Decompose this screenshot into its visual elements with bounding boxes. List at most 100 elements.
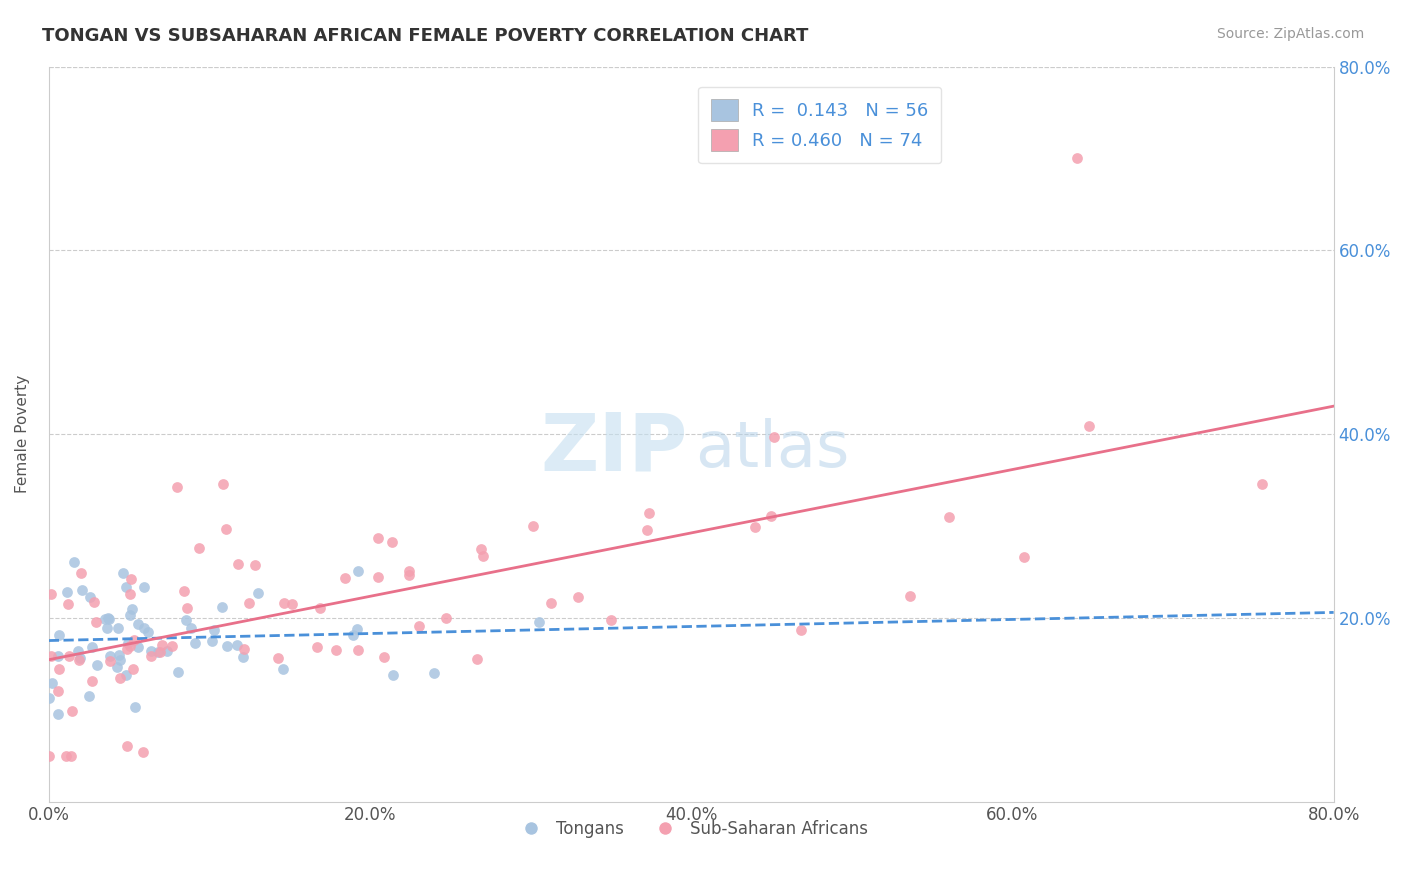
- Point: [201, 634, 224, 648]
- Point: [527, 615, 550, 629]
- Point: [212, 477, 235, 491]
- Point: [150, 638, 173, 652]
- Point: [540, 595, 562, 609]
- Point: [1077, 419, 1099, 434]
- Text: TONGAN VS SUBSAHARAN AFRICAN FEMALE POVERTY CORRELATION CHART: TONGAN VS SUBSAHARAN AFRICAN FEMALE POVE…: [42, 27, 808, 45]
- Point: [82, 640, 104, 655]
- Point: [342, 628, 364, 642]
- Point: [166, 480, 188, 494]
- Point: [115, 667, 138, 681]
- Point: [58, 649, 80, 664]
- Point: [48, 649, 70, 664]
- Point: [80, 674, 103, 689]
- Point: [472, 549, 495, 563]
- Point: [69, 651, 91, 665]
- Point: [132, 580, 155, 594]
- Point: [176, 613, 198, 627]
- Point: [115, 641, 138, 656]
- Point: [121, 602, 143, 616]
- Point: [636, 523, 658, 537]
- Point: [67, 644, 90, 658]
- Point: [118, 608, 141, 623]
- Point: [111, 566, 134, 580]
- Point: [56, 585, 79, 599]
- Point: [117, 635, 139, 649]
- Point: [108, 672, 131, 686]
- Point: [325, 642, 347, 657]
- Point: [423, 665, 446, 680]
- Point: [105, 660, 128, 674]
- Point: [346, 564, 368, 578]
- Point: [180, 620, 202, 634]
- Point: [86, 657, 108, 672]
- Point: [115, 739, 138, 753]
- Point: [108, 648, 131, 662]
- Point: [97, 611, 120, 625]
- Point: [83, 594, 105, 608]
- Point: [759, 508, 782, 523]
- Point: [60, 704, 83, 718]
- Point: [124, 632, 146, 647]
- Point: [160, 640, 183, 654]
- Point: [77, 689, 100, 703]
- Point: [217, 639, 239, 653]
- Point: [898, 589, 921, 603]
- Point: [167, 665, 190, 679]
- Point: [346, 622, 368, 636]
- Point: [67, 653, 90, 667]
- Point: [48, 628, 70, 642]
- Point: [120, 639, 142, 653]
- Point: [59, 748, 82, 763]
- Point: [744, 520, 766, 534]
- Point: [1066, 152, 1088, 166]
- Point: [156, 644, 179, 658]
- Point: [938, 510, 960, 524]
- Point: [305, 640, 328, 655]
- Point: [335, 571, 357, 585]
- Point: [202, 623, 225, 637]
- Point: [243, 558, 266, 572]
- Point: [38, 690, 60, 705]
- Point: [120, 573, 142, 587]
- Point: [1012, 549, 1035, 564]
- Point: [46, 707, 69, 722]
- Y-axis label: Female Poverty: Female Poverty: [15, 375, 30, 493]
- Point: [146, 645, 169, 659]
- Text: atlas: atlas: [695, 417, 849, 480]
- Point: [98, 649, 121, 664]
- Text: ZIP: ZIP: [540, 409, 688, 488]
- Point: [176, 601, 198, 615]
- Point: [188, 541, 211, 555]
- Point: [215, 522, 238, 536]
- Point: [271, 662, 294, 676]
- Point: [211, 599, 233, 614]
- Point: [41, 676, 63, 690]
- Point: [97, 612, 120, 626]
- Point: [79, 590, 101, 604]
- Point: [762, 430, 785, 444]
- Point: [381, 534, 404, 549]
- Point: [72, 582, 94, 597]
- Point: [398, 565, 420, 579]
- Point: [108, 653, 131, 667]
- Point: [408, 619, 430, 633]
- Point: [70, 566, 93, 581]
- Point: [41, 587, 63, 601]
- Point: [58, 597, 80, 611]
- Point: [38, 748, 60, 763]
- Point: [238, 597, 260, 611]
- Point: [96, 621, 118, 635]
- Point: [173, 583, 195, 598]
- Point: [132, 621, 155, 635]
- Point: [225, 638, 247, 652]
- Point: [434, 611, 457, 625]
- Point: [232, 649, 254, 664]
- Point: [93, 612, 115, 626]
- Point: [1250, 477, 1272, 491]
- Point: [115, 580, 138, 594]
- Point: [98, 654, 121, 668]
- Point: [600, 613, 623, 627]
- Point: [232, 642, 254, 657]
- Point: [398, 568, 420, 582]
- Point: [184, 636, 207, 650]
